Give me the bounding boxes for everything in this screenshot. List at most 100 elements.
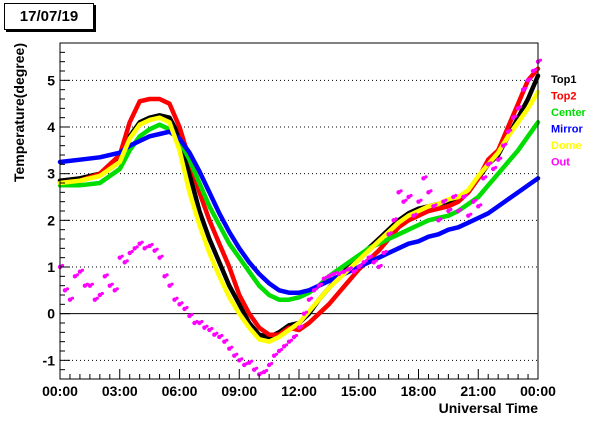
out-point-jitter [230, 345, 234, 349]
x-tick-label: 15:00 [341, 383, 377, 399]
out-point-jitter [414, 212, 418, 216]
out-point-jitter [518, 105, 523, 109]
out-point-jitter [75, 273, 80, 277]
out-point-jitter [190, 312, 194, 317]
out-point-jitter [389, 231, 393, 235]
y-tick-label: 2 [47, 212, 55, 228]
out-point-jitter [464, 193, 468, 198]
y-tick-label: 0 [47, 306, 55, 322]
series-line-dome [57, 89, 541, 344]
out-point-jitter [250, 359, 254, 363]
out-point-jitter [319, 282, 324, 286]
out-point-jitter [359, 263, 363, 268]
legend-entry-out: Out [551, 157, 570, 169]
out-point-jitter [309, 296, 314, 300]
series-center [57, 120, 541, 302]
out-point-jitter [180, 301, 184, 305]
out-point-jitter [235, 352, 239, 356]
x-tick-label: 03:00 [102, 383, 138, 399]
axis-ticks [59, 51, 539, 379]
out-point-jitter [70, 296, 75, 300]
y-tick-label: 4 [47, 119, 55, 135]
out-point-jitter [439, 217, 443, 221]
out-point-jitter [474, 198, 478, 202]
y-tick-label: 5 [47, 72, 55, 88]
out-point-jitter [479, 203, 483, 207]
out-point-jitter [155, 247, 159, 251]
out-point-jitter [314, 287, 319, 291]
out-point-jitter [185, 305, 189, 310]
out-point-jitter [284, 343, 289, 347]
x-tick-label: 09:00 [221, 383, 257, 399]
out-point-jitter [130, 249, 134, 254]
x-tick-label: 06:00 [162, 383, 198, 399]
out-point-jitter [299, 324, 304, 328]
out-point-jitter [434, 203, 438, 207]
out-point-jitter [528, 77, 533, 81]
out-point-jitter [349, 266, 353, 270]
date-label: 17/07/19 [4, 3, 94, 30]
out-point-jitter [289, 338, 294, 342]
x-tick-label: 00:00 [42, 383, 78, 399]
out-point-jitter [95, 296, 99, 300]
out-point-jitter [175, 296, 179, 300]
out-point-jitter [304, 310, 309, 314]
series-line-mirror [57, 129, 541, 295]
legend-entry-dome: Dome [551, 140, 582, 152]
y-tick-label: -1 [43, 352, 56, 368]
legend: Top1 Top2 Center Mirror Dome Out [551, 74, 587, 169]
grid [60, 79, 538, 361]
out-point-jitter [499, 156, 503, 160]
out-point-jitter [424, 175, 428, 179]
out-point-jitter [489, 161, 493, 165]
out-point-jitter [200, 319, 204, 324]
out-point-jitter [140, 240, 144, 244]
axis-tick-labels: 00:00 03:00 06:00 09:00 12:00 15:00 18:00 21:00… [42, 72, 556, 399]
out-point-jitter [404, 198, 408, 202]
out-point-jitter [369, 254, 373, 258]
out-point-jitter [165, 273, 169, 277]
series-area [57, 58, 543, 377]
series-mirror [57, 129, 541, 295]
out-point-jitter [90, 282, 94, 286]
out-point-jitter [494, 165, 498, 170]
out-point-jitter [429, 189, 433, 193]
out-point-jitter [374, 259, 378, 263]
out-point-jitter [65, 287, 70, 291]
out-point-jitter [514, 114, 518, 118]
out-point-jitter [240, 357, 244, 361]
out-point-jitter [384, 249, 388, 254]
out-point-jitter [220, 333, 224, 338]
out-point-jitter [110, 282, 114, 286]
out-point-jitter [120, 254, 124, 258]
out-point-jitter [80, 268, 85, 272]
out-point-jitter [459, 207, 463, 212]
out-point-jitter [364, 259, 368, 263]
out-point-jitter [469, 212, 473, 216]
out-point-jitter [454, 193, 458, 198]
out-point-jitter [160, 254, 164, 258]
out-point-jitter [100, 291, 104, 296]
legend-entry-center: Center [551, 107, 587, 119]
out-point-jitter [509, 128, 513, 132]
x-tick-label: 18:00 [401, 383, 437, 399]
y-tick-label: 1 [47, 259, 55, 275]
out-point-jitter [225, 338, 229, 342]
out-point-jitter [279, 347, 284, 352]
series-dome [57, 89, 541, 344]
out-point-jitter [60, 263, 65, 268]
out-point-jitter [504, 142, 508, 146]
out-point-jitter [115, 287, 119, 291]
out-point-jitter [379, 263, 383, 268]
out-point-jitter [399, 189, 403, 193]
out-point-jitter [255, 366, 259, 370]
out-point-jitter [394, 217, 398, 221]
legend-entry-mirror: Mirror [551, 124, 584, 136]
x-tick-label: 00:00 [520, 383, 556, 399]
out-point-jitter [409, 193, 413, 198]
y-axis-label: Temperature(degree) [11, 43, 27, 182]
out-point-jitter [354, 268, 358, 272]
out-point-jitter [105, 273, 109, 277]
